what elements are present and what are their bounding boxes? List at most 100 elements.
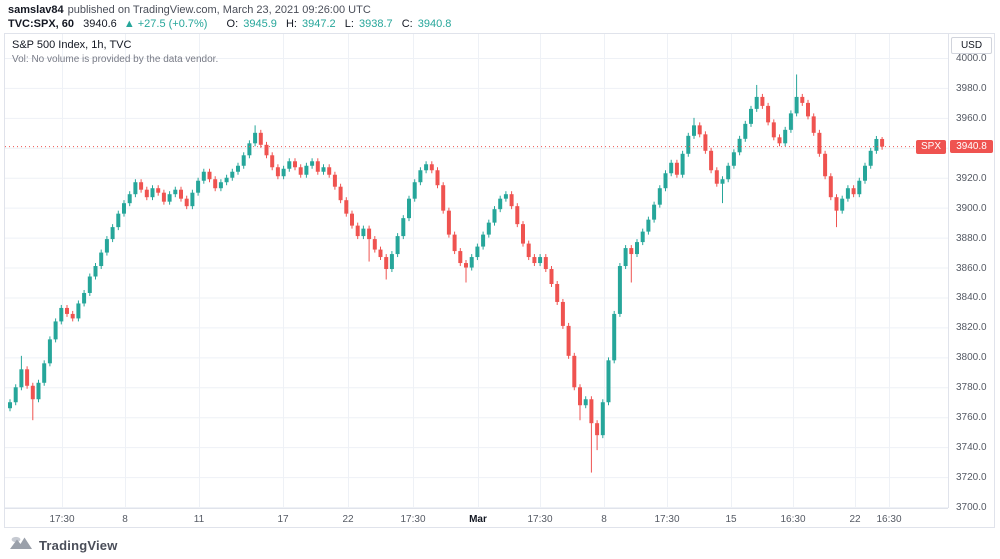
candle-body [669,162,674,174]
price-tick-label: 3960.0 [956,112,987,124]
candle-body [99,252,104,267]
candle-body [840,198,845,211]
candle-body [161,192,166,202]
candle-body [332,174,337,187]
chart-container: S&P 500 Index, 1h, TVC Vol: No volume is… [4,33,995,528]
time-tick-label: 11 [193,514,205,525]
candle-body [127,194,132,204]
candle-body [811,116,816,133]
candle-body [207,171,212,180]
candle-body [652,204,657,220]
candle-body [13,387,18,403]
published-text: published on TradingView.com, March 23, … [67,4,371,16]
candle-body [110,227,115,240]
price-tick-label: 3760.0 [956,412,987,424]
symbol-name: TVC:SPX, 60 [8,18,75,30]
publish-bar: samslav84 published on TradingView.com, M… [8,4,371,16]
price-tick-label: 3900.0 [956,202,987,214]
candle-body [30,385,35,400]
candle-body [851,188,856,195]
candle-body [657,188,662,205]
candle-body [640,231,645,243]
candle-body [350,213,354,226]
current-price-badge: 3940.8 [950,139,993,153]
candle-body [258,132,263,145]
candle-body [418,170,423,183]
candle-body [218,182,223,189]
footer[interactable]: TradingView [9,535,118,556]
candle-body [401,218,406,237]
candle-body [53,321,58,340]
time-tick-label: Mar [469,514,487,525]
price-tick-label: 3980.0 [956,82,987,94]
candle-body [139,182,144,190]
candle-body [663,173,668,189]
candle-body [184,198,189,207]
candle-body [42,363,47,383]
candle-body [469,257,474,268]
candle-body [338,186,343,201]
candle-body [412,182,417,199]
candle-body [686,135,691,154]
candle-body [737,138,742,153]
price-axis[interactable]: USD 3940.8 4000.03980.03960.03940.03920.… [949,34,995,513]
candle-body [452,234,457,252]
price-tick-label: 3700.0 [956,502,987,513]
chart-plot-area[interactable]: S&P 500 Index, 1h, TVC Vol: No volume is… [5,34,949,508]
candle-body [783,129,788,144]
candle-body [196,180,201,193]
brand-name: TradingView [39,538,118,553]
price-tick-label: 3780.0 [956,382,987,394]
candle-body [281,168,286,177]
price-tick-label: 3800.0 [956,352,987,364]
candle-body [515,206,520,225]
candle-body [806,102,810,117]
candlestick-chart[interactable] [5,34,948,508]
price-change: ▲ +27.5 (+0.7%) [123,18,208,30]
time-axis[interactable]: 17:30 8 11 17 22 17:30 Mar 17:30 8 17:30 15 16:30 22… [5,508,948,528]
candle-body [760,96,765,106]
candle-body [378,249,383,258]
candle-body [190,192,195,207]
candle-body [720,179,725,184]
candle-body [435,170,440,186]
candle-body [464,263,468,268]
low-label: L: [344,18,354,30]
candle-body [578,387,582,406]
candle-body [731,152,736,166]
candle-body [298,167,303,175]
candle-body [612,313,617,361]
candle-body [253,132,258,144]
candle-body [834,197,839,211]
candle-body [8,402,12,409]
candle-body [122,203,126,214]
price-tick-label: 3860.0 [956,262,987,274]
candle-body [293,161,297,168]
candle-body [629,248,634,255]
price-tick-label: 3920.0 [956,172,987,184]
candle-body [201,171,206,181]
candle-body [794,96,799,114]
candle-body [555,283,560,302]
candle-body [167,194,172,202]
time-tick-label: 17:30 [49,514,75,525]
candle-body [389,254,394,270]
candle-body [230,171,235,178]
candle-body [36,382,41,400]
time-tick-label: 17:30 [527,514,553,525]
time-tick-label: 22 [342,514,354,525]
time-tick-label: 8 [601,514,607,525]
price-tick-label: 3720.0 [956,472,987,484]
candle-body [59,307,64,322]
candle-body [395,236,400,255]
candle-body [845,188,850,199]
candle-body [543,257,548,270]
candle-body [315,161,320,172]
candle-body [144,189,149,198]
candle-body [156,188,161,193]
currency-box: USD [951,37,992,54]
candle-body [264,144,269,156]
candle-body [766,105,771,123]
time-tick-label: 22 [849,514,861,525]
time-tick-label: 17:30 [400,514,426,525]
